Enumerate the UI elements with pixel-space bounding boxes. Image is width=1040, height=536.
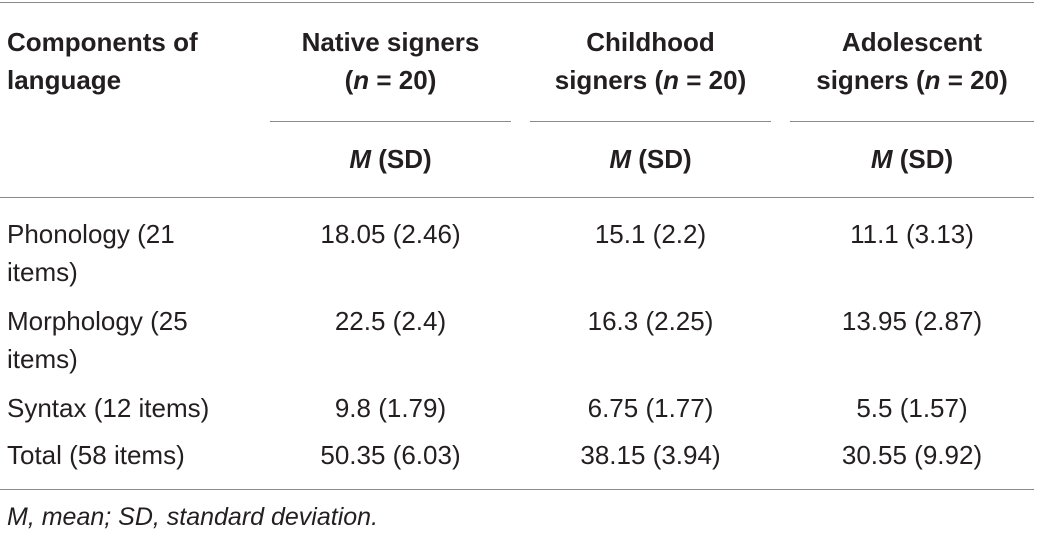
cell-morphology-native: 22.5 (2.4) [334, 306, 447, 336]
header-childhood-stat: M (SD) [609, 144, 692, 174]
table-footnote: M, mean; SD, standard deviation. [7, 503, 379, 531]
header-adolescent-line2: signers (n = 20) [816, 65, 1008, 95]
cell-phonology-adolescent: 11.1 (3.13) [850, 219, 974, 249]
table-bottom-rule [0, 489, 1034, 490]
cell-phonology-native: 18.05 (2.46) [320, 219, 461, 249]
header-adolescent-line1: Adolescent [841, 27, 983, 57]
cell-morphology-adolescent: 13.95 (2.87) [841, 306, 983, 336]
native-header-rule [270, 121, 511, 122]
childhood-header-rule [530, 121, 771, 122]
header-native-line1: Native signers [301, 27, 480, 57]
table-header-bottom-rule [0, 197, 1034, 198]
cell-syntax-native: 9.8 (1.79) [334, 393, 447, 423]
cell-total-adolescent: 30.55 (9.92) [841, 440, 983, 470]
table-top-rule [0, 2, 1034, 3]
cell-phonology-childhood: 15.1 (2.2) [594, 219, 707, 249]
adolescent-header-rule [790, 121, 1034, 122]
cell-total-native: 50.35 (6.03) [320, 440, 461, 470]
header-childhood-line1: Childhood [586, 27, 715, 57]
header-components: Components of language [7, 27, 198, 95]
cell-morphology-childhood: 16.3 (2.25) [587, 306, 714, 336]
cell-total-childhood: 38.15 (3.94) [580, 440, 721, 470]
header-native-line2: (n = 20) [344, 65, 437, 95]
header-childhood-line2: signers (n = 20) [554, 65, 747, 95]
row-label-phonology: Phonology (21 items) [7, 219, 175, 287]
row-label-total: Total (58 items) [7, 440, 185, 470]
row-label-syntax: Syntax (12 items) [7, 393, 210, 423]
row-label-morphology: Morphology (25 items) [7, 306, 188, 374]
cell-syntax-adolescent: 5.5 (1.57) [856, 393, 968, 423]
header-adolescent-stat: M (SD) [870, 144, 954, 174]
header-native-stat: M (SD) [349, 144, 432, 174]
cell-syntax-childhood: 6.75 (1.77) [587, 393, 714, 423]
